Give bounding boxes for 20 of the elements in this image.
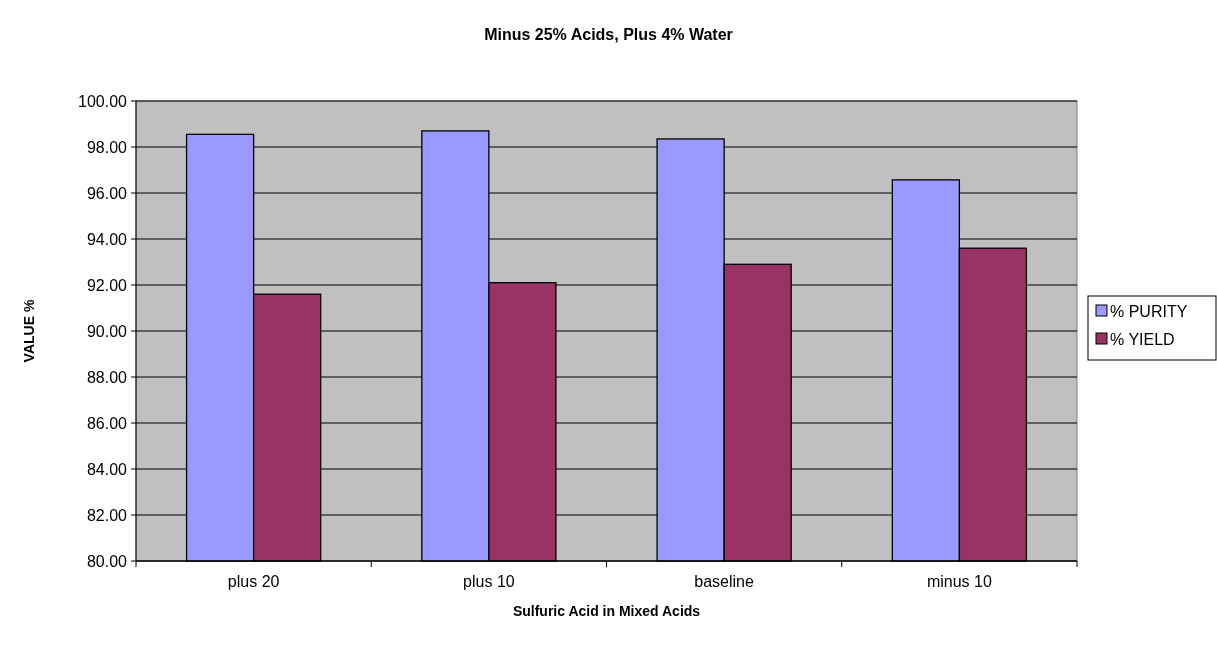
y-axis-title: VALUE % [21, 299, 37, 363]
chart-title: Minus 25% Acids, Plus 4% Water [484, 26, 733, 43]
y-tick-label: 86.00 [86, 414, 128, 432]
y-tick-label: 98.00 [86, 138, 128, 156]
y-tick-label: 96.00 [86, 184, 128, 202]
x-axis-title: Sulfuric Acid in Mixed Acids [512, 603, 701, 619]
legend-label: % YIELD [1110, 330, 1175, 348]
x-tick-label: plus 20 [227, 573, 280, 590]
legend-label: % PURITY [1110, 302, 1188, 320]
y-tick-label: 82.00 [86, 506, 128, 524]
y-tick-label: 92.00 [86, 276, 128, 294]
y-tick-label: 84.00 [86, 460, 128, 478]
y-tick-label: 94.00 [86, 230, 128, 248]
y-tick-label: 88.00 [86, 368, 128, 386]
x-tick-label: minus 10 [926, 573, 992, 590]
y-tick-label: 90.00 [86, 322, 128, 340]
x-tick-label: baseline [694, 573, 755, 590]
x-tick-label: plus 10 [463, 573, 515, 590]
y-tick-label: 80.00 [86, 552, 128, 570]
y-tick-label: 100.00 [78, 92, 128, 110]
